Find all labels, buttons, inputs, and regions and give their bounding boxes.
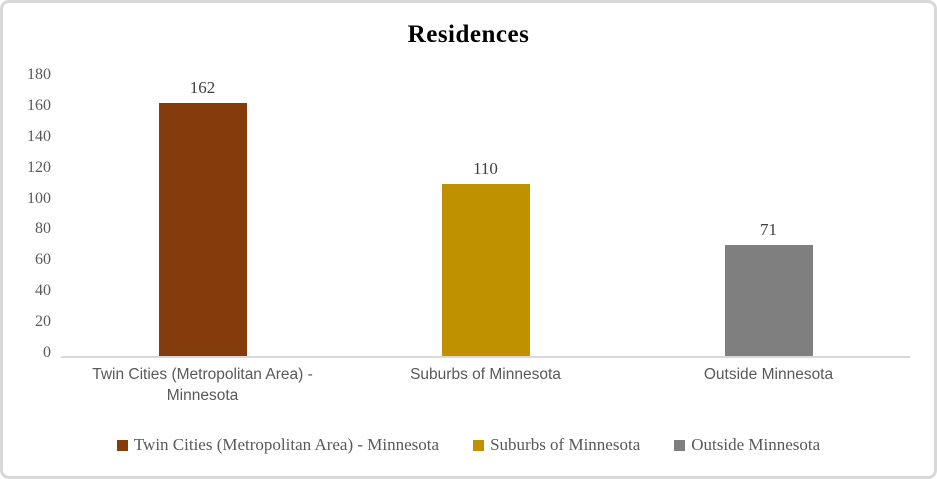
chart-title: Residences	[407, 21, 530, 48]
x-axis: Twin Cities (Metropolitan Area) - Minnes…	[61, 364, 910, 406]
y-tick-label: 0	[43, 343, 51, 361]
data-label: 71	[760, 220, 777, 240]
legend-item-suburbs: Suburbs of Minnesota	[473, 435, 640, 455]
bar-suburbs	[441, 184, 530, 356]
data-label: 162	[189, 78, 216, 98]
y-tick-label: 160	[27, 96, 51, 114]
legend: Twin Cities (Metropolitan Area) - Minnes…	[3, 435, 934, 455]
x-label-outside: Outside Minnesota	[703, 366, 834, 383]
legend-item-twin-cities: Twin Cities (Metropolitan Area) - Minnes…	[116, 435, 439, 455]
y-tick-label: 140	[27, 127, 51, 145]
legend-swatch-icon	[674, 439, 686, 451]
y-tick-label: 20	[35, 313, 51, 330]
bar-twin-cities	[158, 103, 247, 356]
legend-swatch-icon	[473, 439, 485, 451]
bar-column-outside: 71	[627, 75, 910, 356]
y-tick-label: 80	[35, 220, 51, 238]
x-label-twin-cities: Twin Cities (Metropolitan Area) - Minnes…	[92, 366, 313, 404]
x-label-suburbs: Suburbs of Minnesota	[410, 366, 561, 383]
y-tick-label: 100	[27, 189, 51, 207]
y-tick-label: 60	[35, 251, 51, 269]
legend-item-outside: Outside Minnesota	[674, 435, 820, 455]
y-tick-label: 120	[27, 158, 51, 176]
data-label: 110	[473, 159, 498, 179]
legend-swatch-icon	[116, 439, 128, 451]
bar-column-suburbs: 110	[344, 75, 627, 356]
y-axis: 180 160 140 120 100 80 60 40 20 0	[9, 65, 51, 363]
plot-area: 162 110 71	[61, 75, 910, 358]
bar-outside	[724, 245, 813, 356]
y-tick-label: 40	[35, 282, 51, 300]
bar-column-twin-cities: 162	[61, 75, 344, 356]
y-tick-label: 180	[27, 66, 51, 83]
